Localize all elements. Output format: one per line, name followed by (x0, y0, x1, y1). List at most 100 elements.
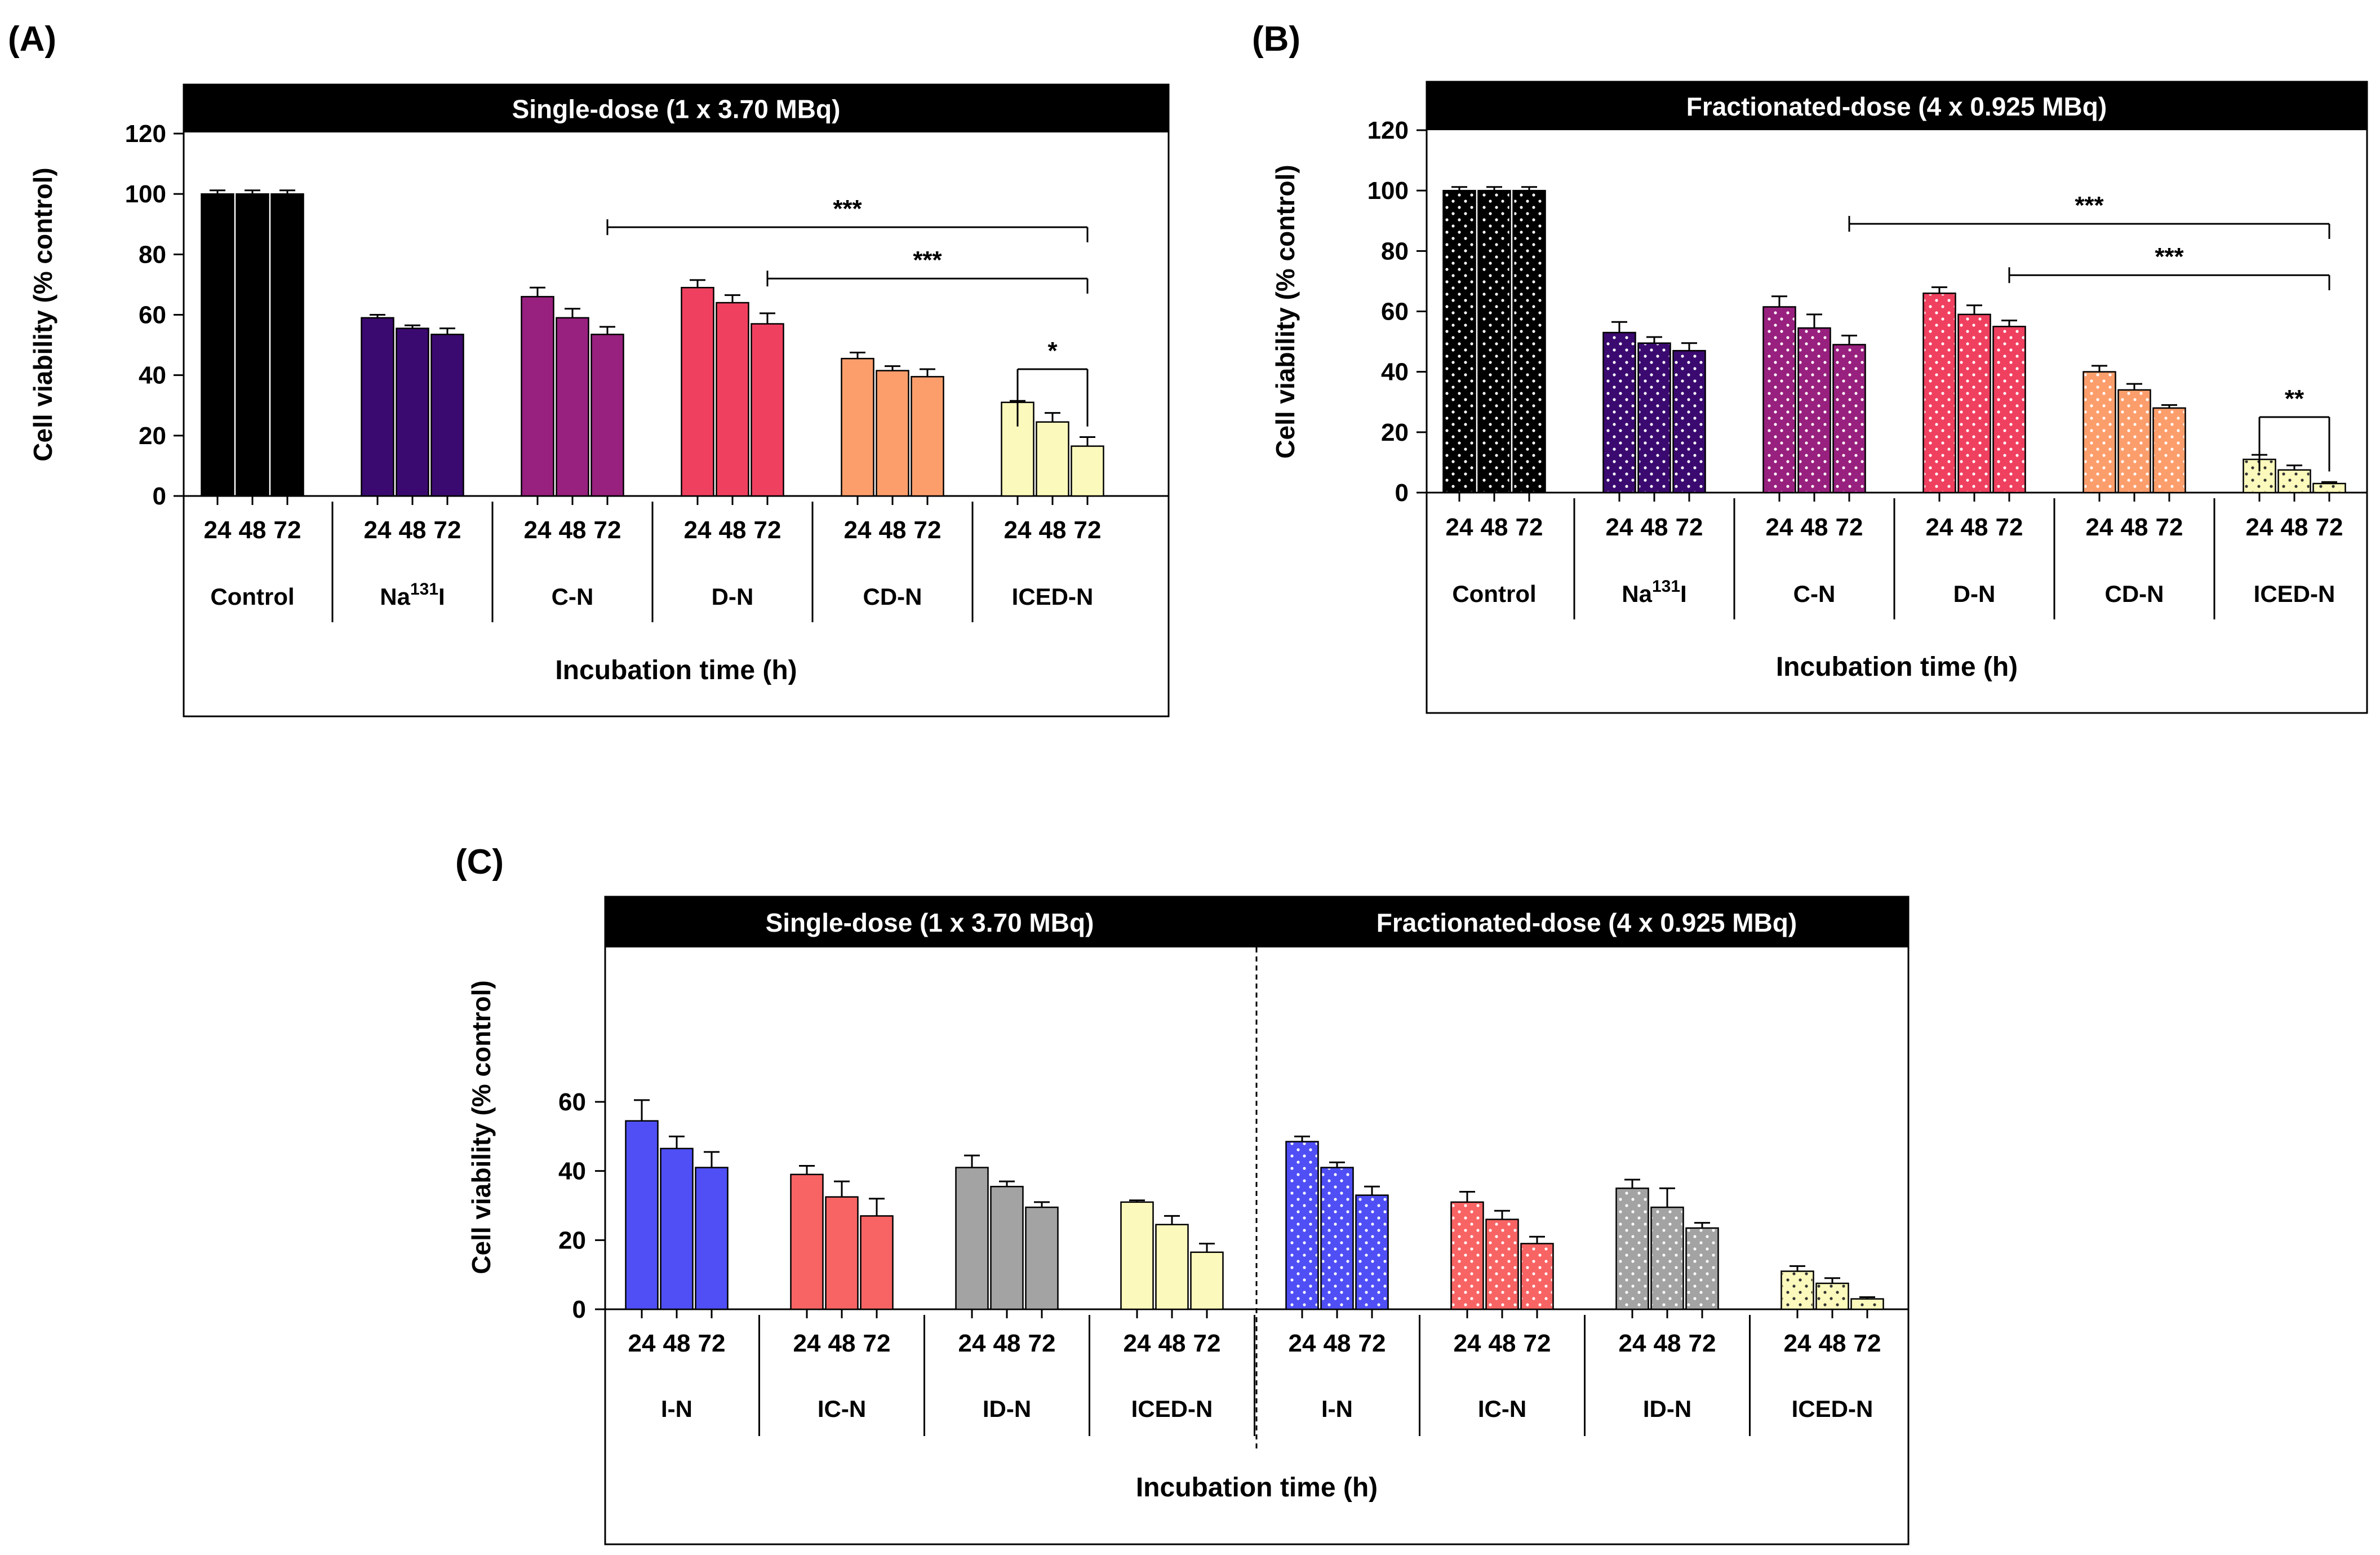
bar (990, 1186, 1024, 1310)
bar-pattern (1357, 1196, 1387, 1308)
bar-pattern (1994, 327, 2024, 491)
time-label: 72 (863, 1330, 891, 1357)
category-label: CD-N (2105, 581, 2164, 607)
x-axis-label: Incubation time (h) (555, 655, 797, 685)
time-label: 48 (559, 516, 587, 544)
time-label: 48 (719, 516, 747, 544)
bar (751, 323, 784, 497)
y-tick-label: 60 (139, 302, 166, 329)
y-tick-label: 0 (153, 482, 166, 510)
y-tick-label: 20 (1381, 419, 1409, 446)
time-label: 72 (2156, 513, 2183, 541)
y-axis-label: Cell viability (% control) (28, 167, 57, 461)
time-label: 24 (1124, 1330, 1151, 1357)
time-label: 72 (594, 516, 621, 544)
time-label: 24 (1289, 1330, 1316, 1357)
y-axis-label: Cell viability (% control) (467, 980, 496, 1274)
time-label: 72 (1689, 1330, 1716, 1357)
time-label: 72 (1524, 1330, 1551, 1357)
category-label: ICED-N (1131, 1395, 1213, 1422)
bar (1071, 445, 1104, 497)
category-label: Na131I (380, 580, 445, 610)
time-label: 48 (1489, 1330, 1516, 1357)
header-bar (1427, 82, 2367, 130)
bar-pattern (1487, 1220, 1517, 1308)
chart-title: Single-dose (1 x 3.70 MBq) (766, 908, 1094, 937)
time-label: 72 (1074, 516, 1102, 544)
time-label: 24 (1766, 513, 1793, 541)
bar (396, 327, 429, 497)
bar-pattern (2314, 484, 2345, 491)
bar-pattern (1452, 1203, 1482, 1308)
category-label-base: D-N (712, 583, 754, 610)
bar-pattern (1522, 1244, 1552, 1308)
category-label: I-N (661, 1395, 692, 1422)
category-label: ID-N (1643, 1395, 1691, 1422)
bar (1025, 1206, 1059, 1310)
time-label: 72 (434, 516, 461, 544)
bar-pattern (1959, 315, 1990, 491)
chart-title: Fractionated-dose (4 x 0.925 MBq) (1377, 908, 1797, 937)
panel-c-chart: Single-dose (1 x 3.70 MBq) Fractionated-d… (467, 896, 1910, 1545)
category-label: C-N (552, 583, 594, 610)
bar (1120, 1201, 1154, 1310)
time-label: 24 (958, 1330, 986, 1357)
panel-label-c: (C) (455, 843, 504, 881)
bar-pattern (2279, 471, 2310, 491)
category-label: CD-N (863, 583, 922, 610)
time-label: 72 (1516, 513, 1543, 541)
y-tick-label: 60 (558, 1088, 586, 1116)
category-label: C-N (1793, 581, 1836, 607)
time-label: 24 (2086, 513, 2113, 541)
time-label: 48 (1654, 1330, 1681, 1357)
category-label-base: IC-N (818, 1395, 866, 1422)
category-label-base: Na (380, 583, 410, 610)
bar (911, 376, 944, 497)
bar (521, 296, 554, 497)
category-label: D-N (1953, 581, 1996, 607)
chart-title: Fractionated-dose (4 x 0.925 MBq) (1686, 92, 2107, 121)
bar-pattern (1514, 192, 1544, 492)
category-label-base: CD-N (863, 583, 922, 610)
category-label: ICED-N (2254, 581, 2335, 607)
category-label: ICED-N (1012, 583, 1094, 610)
time-label: 24 (1784, 1330, 1811, 1357)
bar-pattern (1817, 1284, 1848, 1308)
category-label-base: C-N (552, 583, 594, 610)
time-label: 72 (274, 516, 301, 544)
category-label-sup: 131 (1652, 577, 1680, 596)
category-label-base: ICED-N (1792, 1395, 1873, 1422)
bar-pattern (2154, 409, 2184, 491)
time-label: 48 (239, 516, 267, 544)
time-label: 48 (1158, 1330, 1186, 1357)
time-label: 72 (698, 1330, 726, 1357)
bar-pattern (1479, 192, 1509, 492)
category-label: Control (210, 583, 294, 610)
bar-pattern (1852, 1300, 1882, 1308)
y-tick-label: 120 (125, 120, 166, 148)
bar-pattern (1322, 1168, 1352, 1308)
bar (825, 1196, 859, 1310)
time-label: 24 (2246, 513, 2274, 541)
category-label-base: ICED-N (1012, 583, 1094, 610)
panel-label-b: (B) (1252, 20, 1300, 59)
category-label-suffix: I (1680, 581, 1687, 607)
time-label: 24 (793, 1330, 821, 1357)
category-label-base: CD-N (2105, 581, 2164, 607)
bar (270, 193, 304, 497)
time-label: 48 (993, 1330, 1021, 1357)
x-axis-label: Incubation time (h) (1136, 1473, 1378, 1503)
time-label: 48 (879, 516, 907, 544)
time-label: 24 (1446, 513, 1473, 541)
bar (1036, 421, 1069, 497)
time-label: 24 (1606, 513, 1633, 541)
time-label: 24 (1004, 516, 1032, 544)
time-label: 24 (1619, 1330, 1646, 1357)
bar-pattern (1764, 308, 1795, 491)
time-label: 48 (1961, 513, 1988, 541)
bar-pattern (1799, 329, 1830, 491)
y-tick-label: 40 (1381, 358, 1409, 386)
significance-label: ** (2285, 385, 2304, 413)
time-label: 48 (1039, 516, 1067, 544)
